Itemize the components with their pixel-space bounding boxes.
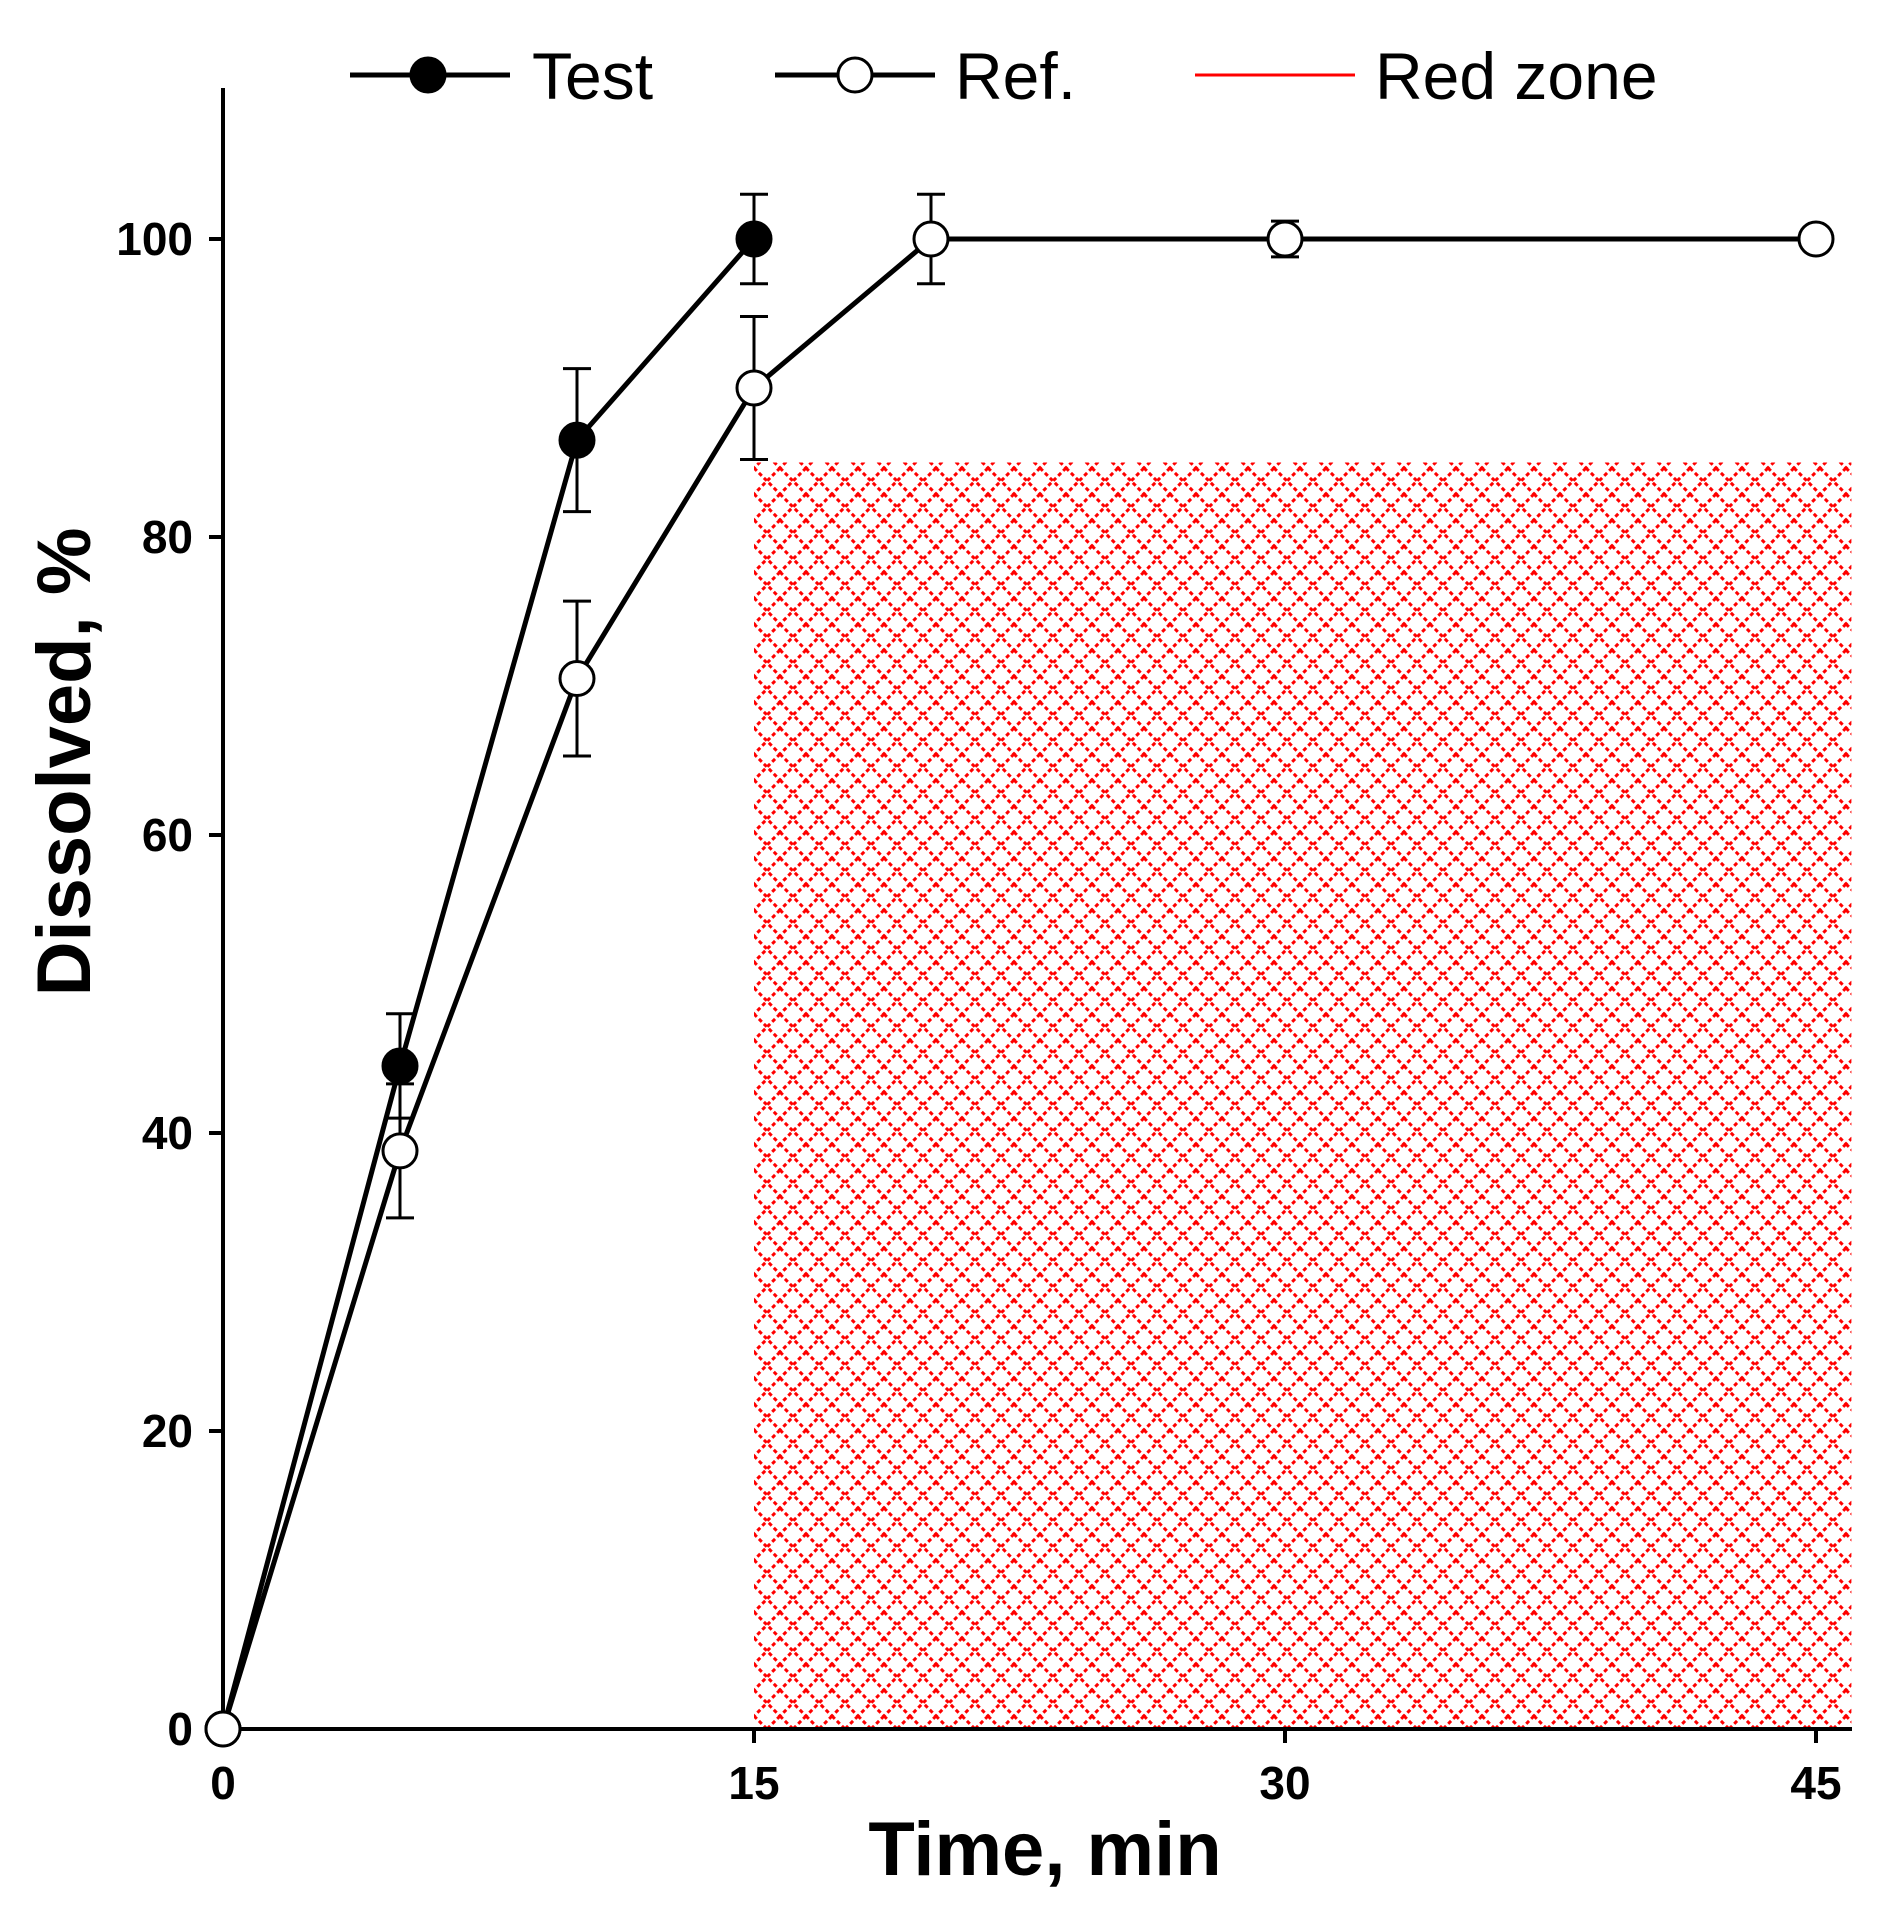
data-point-1-5 [1266, 220, 1304, 258]
y-axis-title: Dissolved, % [22, 528, 107, 997]
legend: Test Ref. Red zone [350, 39, 1658, 113]
data-point-1-2 [558, 660, 596, 698]
series-layer [204, 192, 1835, 1748]
data-point-0-3 [735, 220, 773, 258]
data-point-1-3 [735, 369, 773, 407]
red-zone-layer [754, 462, 1852, 1729]
data-point-0-2 [558, 421, 596, 459]
y-tick-label-20: 20 [142, 1405, 193, 1457]
x-tick-label-15: 15 [728, 1757, 779, 1809]
y-tick-label-60: 60 [142, 809, 193, 861]
legend-redzone-label: Red zone [1375, 39, 1658, 113]
data-point-1-0 [204, 1710, 242, 1748]
data-point-1-6 [1797, 220, 1835, 258]
y-tick-label-40: 40 [142, 1107, 193, 1159]
red-zone-region-0 [754, 462, 1852, 1729]
y-tick-label-100: 100 [116, 213, 193, 265]
y-tick-label-80: 80 [142, 511, 193, 563]
data-point-1-1 [381, 1132, 419, 1170]
legend-ref-marker [836, 56, 874, 94]
data-point-0-1 [381, 1047, 419, 1085]
axis-ticks: 0 20 40 60 80 100 0 15 30 45 [116, 213, 1841, 1809]
x-tick-label-30: 30 [1259, 1757, 1310, 1809]
x-tick-label-45: 45 [1790, 1757, 1841, 1809]
legend-ref-label: Ref. [955, 39, 1076, 113]
series-line-0 [220, 237, 756, 1730]
x-tick-label-0: 0 [210, 1757, 236, 1809]
legend-test-marker [409, 56, 447, 94]
y-tick-label-0: 0 [167, 1703, 193, 1755]
legend-test-label: Test [532, 39, 653, 113]
data-point-1-4 [912, 220, 950, 258]
x-axis-title: Time, min [868, 1807, 1221, 1892]
